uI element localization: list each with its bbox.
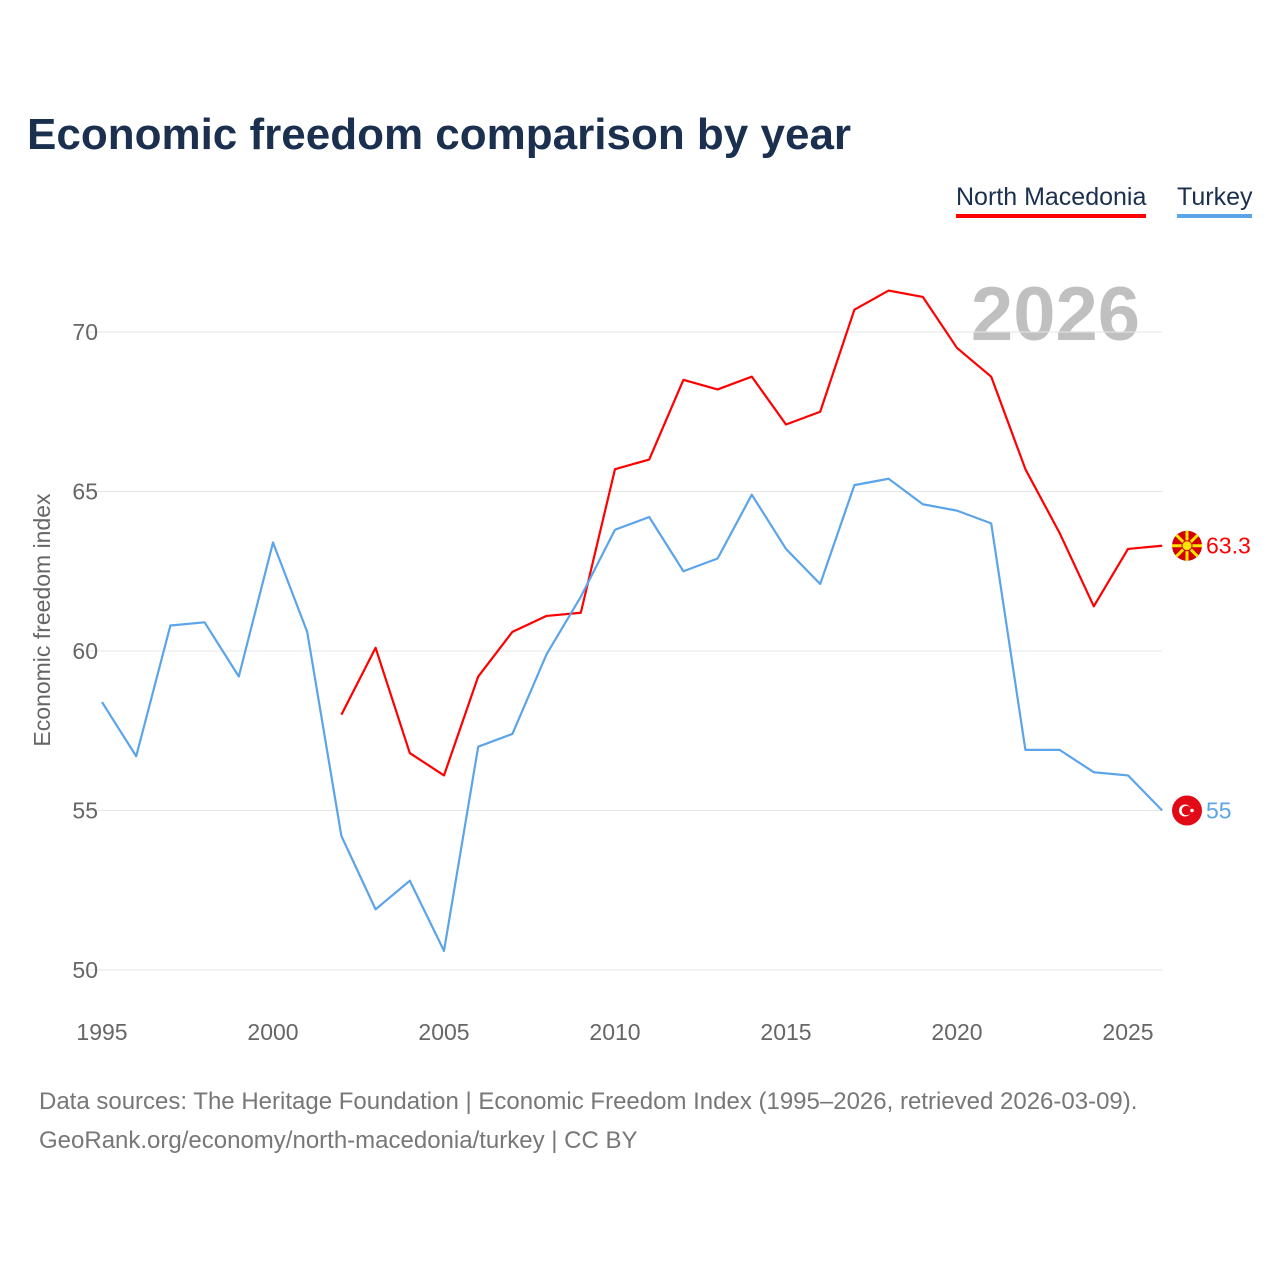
- turkey-flag-icon: [1172, 795, 1202, 826]
- y-axis-label: Economic freedom index: [29, 493, 55, 747]
- x-tick-label: 2020: [931, 1019, 982, 1045]
- end-value-label: 63.3: [1206, 533, 1251, 559]
- x-tick-label: 2025: [1102, 1019, 1153, 1045]
- x-tick-label: 2010: [589, 1019, 640, 1045]
- series-line-turkey: [101, 477, 1163, 952]
- y-tick-label: 65: [72, 479, 98, 505]
- north-macedonia-flag-icon: [1172, 530, 1202, 561]
- x-tick-label: 2005: [418, 1019, 469, 1045]
- footer-sources: Data sources: The Heritage Foundation | …: [39, 1088, 1138, 1115]
- x-tick-label: 2015: [760, 1019, 811, 1045]
- y-tick-label: 60: [72, 638, 98, 664]
- year-watermark: 2026: [971, 272, 1140, 357]
- x-tick-label: 1995: [76, 1019, 127, 1045]
- y-tick-label: 50: [72, 957, 98, 983]
- y-tick-label: 55: [72, 798, 98, 824]
- y-tick-label: 70: [72, 319, 98, 345]
- legend-north-macedonia[interactable]: North Macedonia: [956, 183, 1147, 218]
- footer-credit: GeoRank.org/economy/north-macedonia/turk…: [39, 1127, 638, 1154]
- chart-title: Economic freedom comparison by year: [27, 110, 852, 159]
- series-line-north-macedonia: [340, 289, 1163, 777]
- legend-turkey[interactable]: Turkey: [1177, 183, 1253, 218]
- end-value-label: 55: [1206, 798, 1232, 824]
- x-tick-label: 2000: [247, 1019, 298, 1045]
